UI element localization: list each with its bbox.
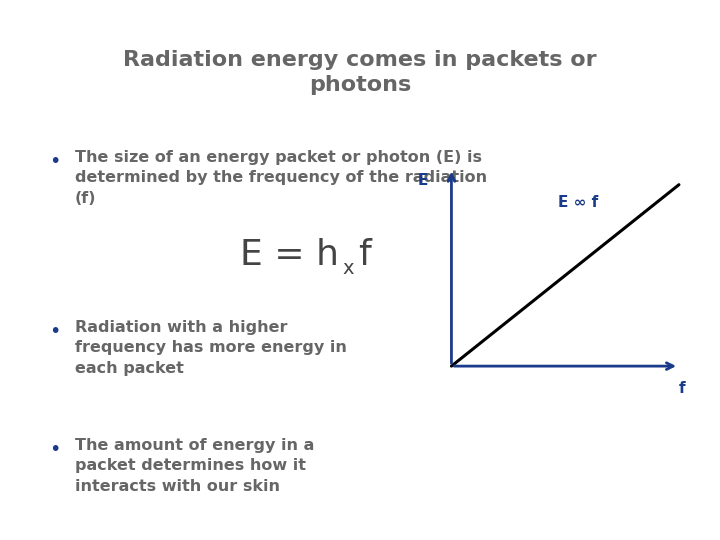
Text: E: E	[418, 173, 428, 187]
Text: •: •	[49, 322, 60, 341]
Text: The size of an energy packet or photon (E) is
determined by the frequency of the: The size of an energy packet or photon (…	[75, 150, 487, 206]
Text: f: f	[358, 238, 371, 272]
Text: E ∞ f: E ∞ f	[558, 195, 598, 210]
Text: f: f	[678, 381, 685, 396]
Text: x: x	[342, 259, 354, 278]
Text: E = h: E = h	[240, 238, 339, 272]
Text: Radiation energy comes in packets or
photons: Radiation energy comes in packets or pho…	[123, 50, 597, 95]
Text: The amount of energy in a
packet determines how it
interacts with our skin: The amount of energy in a packet determi…	[75, 438, 315, 494]
Text: •: •	[49, 440, 60, 459]
Text: •: •	[49, 152, 60, 171]
Text: Radiation with a higher
frequency has more energy in
each packet: Radiation with a higher frequency has mo…	[75, 320, 347, 376]
